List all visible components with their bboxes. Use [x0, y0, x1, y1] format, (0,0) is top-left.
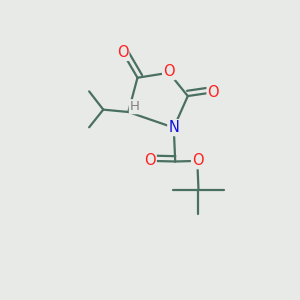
Text: H: H	[130, 100, 140, 113]
Text: O: O	[208, 85, 219, 100]
Text: O: O	[192, 153, 204, 168]
Text: O: O	[117, 45, 128, 60]
Text: N: N	[168, 120, 179, 135]
Text: O: O	[144, 153, 156, 168]
Text: O: O	[163, 64, 175, 79]
